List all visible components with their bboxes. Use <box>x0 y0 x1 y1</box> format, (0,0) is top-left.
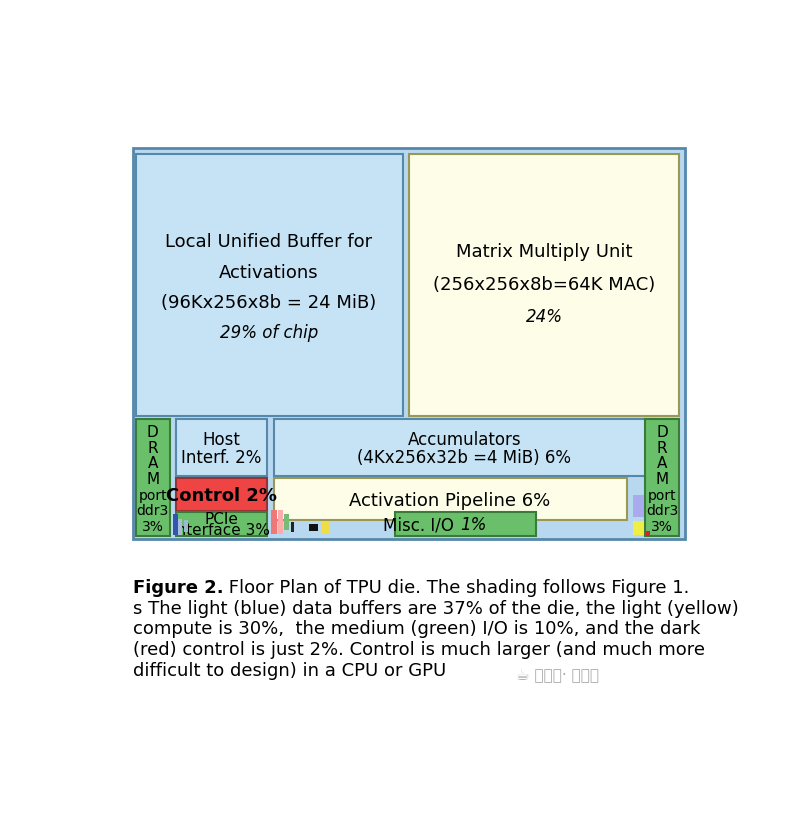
Bar <box>409 155 679 417</box>
Text: s The light (blue) data buffers are 37% of the die, the light (yellow): s The light (blue) data buffers are 37% … <box>133 599 738 617</box>
Text: R: R <box>147 440 158 455</box>
Bar <box>322 522 329 534</box>
Bar <box>284 514 289 530</box>
Text: ☕ 公众号· 新智元: ☕ 公众号· 新智元 <box>516 666 600 681</box>
Text: A: A <box>657 456 668 471</box>
Text: Host: Host <box>202 431 240 449</box>
Bar <box>633 495 644 518</box>
Text: port: port <box>648 488 676 502</box>
Bar <box>133 149 685 540</box>
Bar <box>309 524 318 532</box>
Bar <box>274 420 654 477</box>
Text: 24%: 24% <box>526 308 562 326</box>
Text: M: M <box>147 472 159 486</box>
Text: PCIe: PCIe <box>204 511 238 527</box>
Text: Figure 2.: Figure 2. <box>133 578 223 596</box>
Bar <box>176 478 267 511</box>
Text: Misc. I/O: Misc. I/O <box>383 516 459 533</box>
Text: (4Kx256x32b =4 MiB) 6%: (4Kx256x32b =4 MiB) 6% <box>357 448 571 466</box>
Text: ddr3: ddr3 <box>136 504 169 518</box>
Bar <box>274 478 627 521</box>
Text: 29% of chip: 29% of chip <box>220 324 318 342</box>
Bar <box>178 519 182 536</box>
Bar <box>176 513 267 536</box>
Text: M: M <box>656 472 668 486</box>
Text: Floor Plan of TPU die. The shading follows Figure 1.: Floor Plan of TPU die. The shading follo… <box>223 578 690 596</box>
Text: 3%: 3% <box>651 519 673 533</box>
Text: 3%: 3% <box>142 519 164 533</box>
Bar <box>646 532 650 536</box>
Bar <box>176 420 267 477</box>
Bar <box>271 511 277 535</box>
Bar <box>136 155 403 417</box>
Bar <box>633 522 644 536</box>
Text: Accumulators: Accumulators <box>407 431 521 449</box>
Bar <box>173 514 177 536</box>
Text: D: D <box>147 424 158 439</box>
Bar <box>185 520 188 533</box>
Text: ddr3: ddr3 <box>646 504 678 518</box>
Text: Local Unified Buffer for: Local Unified Buffer for <box>166 233 372 251</box>
Text: (256x256x8b=64K MAC): (256x256x8b=64K MAC) <box>433 275 655 293</box>
Text: Activation Pipeline 6%: Activation Pipeline 6% <box>349 491 550 509</box>
Text: D: D <box>657 424 668 439</box>
Text: 1%: 1% <box>460 516 487 533</box>
Text: (red) control is just 2%. Control is much larger (and much more: (red) control is just 2%. Control is muc… <box>133 640 705 658</box>
Text: Control 2%: Control 2% <box>166 486 276 504</box>
Bar <box>645 420 679 536</box>
Bar <box>278 511 284 535</box>
Text: difficult to design) in a CPU or GPU: difficult to design) in a CPU or GPU <box>133 661 446 679</box>
Text: Activations: Activations <box>219 264 319 281</box>
Text: Matrix Multiply Unit: Matrix Multiply Unit <box>455 242 632 260</box>
Text: port: port <box>139 488 167 502</box>
Bar <box>136 420 169 536</box>
Text: (96Kx256x8b = 24 MiB): (96Kx256x8b = 24 MiB) <box>162 294 377 311</box>
Text: Interf. 2%: Interf. 2% <box>181 448 261 466</box>
Text: R: R <box>657 440 668 455</box>
Text: Interface 3%: Interface 3% <box>172 523 270 538</box>
Bar <box>395 513 536 536</box>
Text: compute is 30%,  the medium (green) I/O is 10%, and the dark: compute is 30%, the medium (green) I/O i… <box>133 620 700 638</box>
Bar <box>291 522 294 532</box>
Text: A: A <box>147 456 158 471</box>
